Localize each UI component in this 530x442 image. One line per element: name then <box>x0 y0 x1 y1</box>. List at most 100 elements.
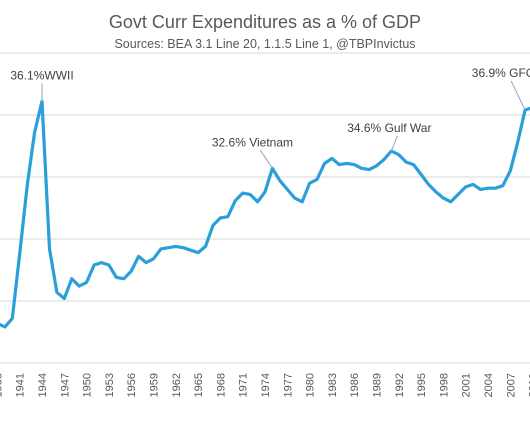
data-point <box>182 247 184 249</box>
x-tick-label: 1989 <box>372 373 384 397</box>
data-point <box>301 201 303 203</box>
x-tick-label: 1941 <box>15 373 27 397</box>
annotation-label: 34.6% Gulf War <box>347 121 431 135</box>
data-point <box>442 197 444 199</box>
data-point <box>264 191 266 193</box>
x-tick-label: 1998 <box>438 373 450 397</box>
data-point <box>108 264 110 266</box>
data-point <box>160 248 162 250</box>
annotation-label: 36.9% GFC <box>472 66 530 80</box>
x-tick-label: 1965 <box>193 373 205 397</box>
data-point <box>227 216 229 218</box>
annotation-leader <box>390 135 398 152</box>
data-point <box>286 188 288 190</box>
data-point <box>420 173 422 176</box>
chart-subtitle: Sources: BEA 3.1 Line 20, 1.1.5 Line 1, … <box>114 37 415 51</box>
data-point <box>86 281 88 283</box>
data-point <box>19 253 21 255</box>
data-point <box>130 270 132 272</box>
data-point <box>405 161 407 163</box>
data-point <box>479 188 482 190</box>
annotation-leader <box>510 80 526 111</box>
data-point <box>308 182 311 184</box>
data-point <box>465 186 467 188</box>
data-point <box>435 191 437 193</box>
gridlines <box>0 52 530 364</box>
data-point <box>242 192 244 194</box>
x-tick-label: 1968 <box>215 373 227 397</box>
data-point <box>249 193 251 195</box>
x-tick-label: 1938 <box>0 373 4 397</box>
data-point <box>338 164 340 166</box>
x-tick-label: 1977 <box>282 373 294 397</box>
data-point <box>316 178 318 181</box>
data-point <box>502 185 504 187</box>
data-point <box>375 165 378 167</box>
data-point <box>93 264 95 266</box>
x-tick-label: 1956 <box>126 373 138 397</box>
data-point <box>197 252 199 254</box>
data-point <box>323 162 326 164</box>
x-tick-label: 1947 <box>59 373 71 397</box>
data-point <box>450 201 452 203</box>
x-tick-label: 1992 <box>394 373 406 397</box>
data-point <box>457 193 459 195</box>
data-point <box>33 131 36 133</box>
data-point <box>123 278 125 280</box>
x-tick-label: 1995 <box>416 373 428 397</box>
data-point <box>368 168 370 171</box>
x-tick-label: 1980 <box>305 373 317 397</box>
x-tick-label: 2010 <box>528 373 530 397</box>
data-point <box>56 291 58 293</box>
series-line <box>0 99 530 329</box>
data-point <box>494 187 497 189</box>
data-point <box>279 180 281 182</box>
data-point <box>256 201 259 203</box>
x-tick-label: 1986 <box>349 373 361 397</box>
data-point <box>4 326 6 328</box>
x-tick-label: 1950 <box>82 373 94 397</box>
data-point <box>138 255 140 257</box>
data-point <box>212 224 214 226</box>
x-tick-label: 1953 <box>104 373 116 397</box>
data-point <box>427 183 430 186</box>
data-point <box>175 245 177 248</box>
data-point <box>115 276 117 279</box>
data-point <box>509 170 511 172</box>
x-tick-label: 1962 <box>171 373 183 397</box>
data-point <box>353 164 355 166</box>
x-tick-label: 1959 <box>149 373 161 397</box>
annotations: 36.1%WWII 32.6% Vietnam 34.6% Gulf War 36.9… <box>10 66 530 169</box>
data-point <box>517 141 519 143</box>
data-point <box>71 278 73 280</box>
x-tick-label: 1983 <box>327 373 339 397</box>
data-point <box>26 185 28 187</box>
data-point <box>219 217 222 219</box>
data-point <box>204 245 207 248</box>
x-tick-label: 1974 <box>260 373 272 397</box>
data-point <box>152 258 155 260</box>
data-point <box>100 261 103 264</box>
chart-title: Govt Curr Expenditures as a % of GDP <box>109 12 421 32</box>
data-point <box>167 247 169 249</box>
data-point <box>398 154 400 156</box>
series-layer <box>0 99 530 329</box>
data-point <box>145 261 147 264</box>
data-point <box>78 285 80 287</box>
data-point <box>11 317 13 319</box>
annotation-leader <box>260 150 273 169</box>
data-point <box>331 157 333 159</box>
x-tick-label: 1971 <box>238 373 250 397</box>
data-point <box>294 197 296 199</box>
data-point <box>487 187 489 189</box>
x-tick-label: 2001 <box>461 373 473 397</box>
data-point <box>346 162 348 164</box>
data-point <box>383 159 385 161</box>
data-point <box>413 164 415 166</box>
data-point <box>234 199 236 202</box>
x-axis: 1938 1941 1944 1947 1950 1953 1956 1959 1962 1965… <box>0 373 530 397</box>
x-tick-label: 1944 <box>37 373 49 397</box>
x-tick-label: 2007 <box>505 373 517 397</box>
annotation-label: 32.6% Vietnam <box>212 135 293 149</box>
